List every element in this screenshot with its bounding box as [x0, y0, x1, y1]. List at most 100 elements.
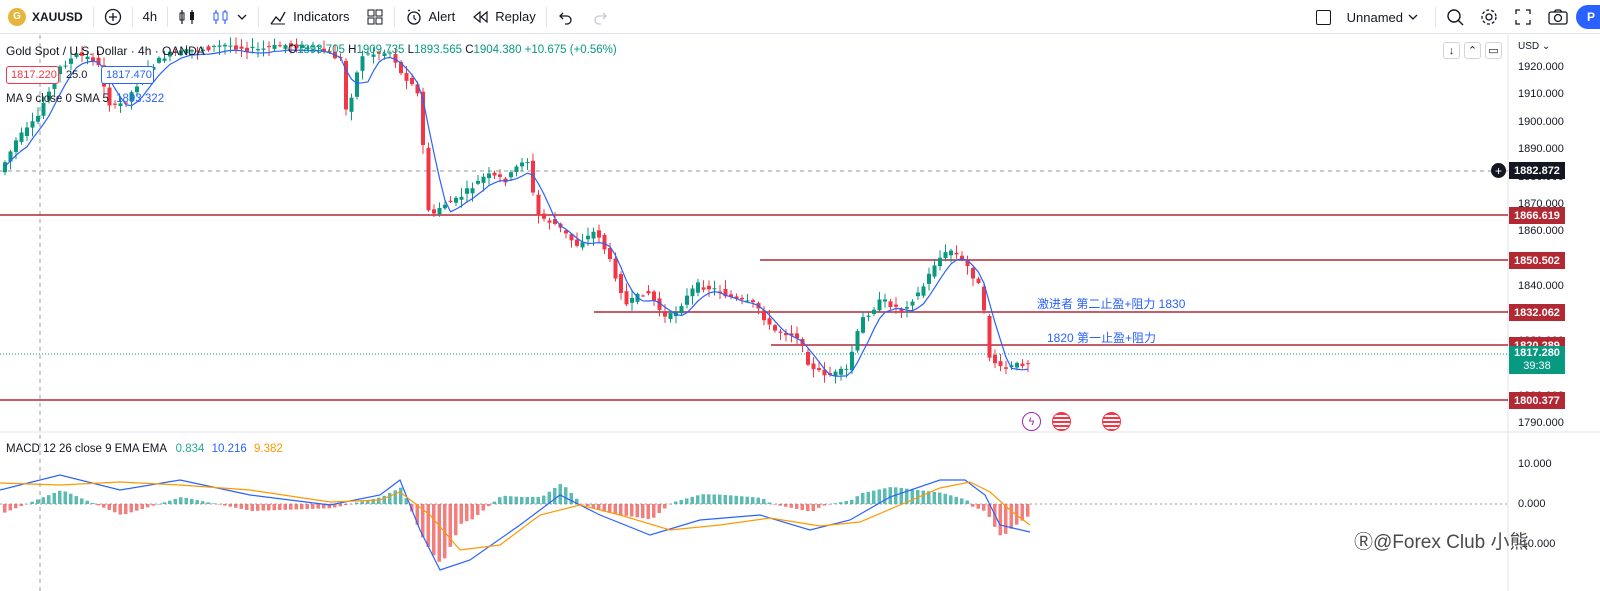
arrow-down-icon[interactable]: ↓	[1443, 42, 1460, 59]
templates-button[interactable]	[358, 0, 392, 34]
currency-label[interactable]: USD ⌄	[1518, 41, 1551, 52]
macd-histogram-bar	[949, 495, 953, 504]
candle-body	[910, 301, 915, 306]
macd-histogram-bar	[976, 504, 980, 509]
maximize-icon[interactable]: ▭	[1485, 42, 1502, 59]
macd-histogram-bar	[734, 495, 738, 504]
replay-button[interactable]: Replay	[463, 0, 543, 34]
chevron-down-icon[interactable]	[1407, 11, 1419, 23]
sma-legend[interactable]: MA 9 close 0 SMA 5 1893.322	[6, 93, 164, 105]
candle-body	[454, 197, 458, 203]
compare-button[interactable]	[96, 0, 130, 34]
candle-body	[767, 318, 772, 325]
add-alert-plus-icon[interactable]: +	[1491, 163, 1506, 178]
last-price: 1817.280	[1514, 347, 1560, 359]
undo-button[interactable]	[549, 0, 583, 34]
macd-histogram-bar	[811, 504, 815, 511]
candle-body	[762, 310, 766, 321]
macd-histogram-bar	[877, 489, 881, 504]
price-chart[interactable]	[0, 35, 1600, 591]
candle-body	[712, 288, 717, 290]
candle-body	[905, 307, 909, 309]
macd-histogram-bar	[745, 496, 749, 504]
price-tag[interactable]: 1866.619	[1509, 207, 1565, 224]
alert-button[interactable]: Alert	[397, 0, 464, 34]
bar-style-button[interactable]	[170, 0, 204, 34]
candle-body	[745, 300, 750, 302]
macd-histogram-bar	[69, 493, 73, 504]
candle-body	[487, 173, 491, 179]
macd-histogram-bar	[36, 499, 40, 504]
candle-body	[531, 160, 535, 193]
candle-body	[630, 297, 634, 303]
candle-body	[740, 297, 744, 300]
redo-button[interactable]	[583, 0, 617, 34]
macd-histogram-bar	[162, 502, 166, 504]
sell-button[interactable]: 1817.220	[6, 66, 59, 84]
layout-checkbox[interactable]	[1315, 9, 1331, 25]
macd-histogram-bar	[564, 487, 568, 504]
close-key: C	[465, 44, 474, 56]
price-tag[interactable]: 1850.502	[1509, 252, 1565, 269]
interval-button[interactable]: 4h	[142, 9, 158, 24]
macd-histogram-bar	[300, 504, 304, 510]
collapse-icon[interactable]: ⌃	[1464, 42, 1481, 59]
candle-body	[393, 54, 398, 63]
currency-text: USD	[1518, 41, 1540, 52]
plus-circle-icon	[104, 8, 121, 25]
price-tag[interactable]: 1832.062	[1509, 304, 1565, 321]
snapshot-button[interactable]	[1540, 0, 1576, 34]
annotation-1820[interactable]: 1820 第一止盈+阻力	[1047, 331, 1157, 345]
sma-label: MA 9 close 0 SMA 5	[6, 93, 109, 105]
macd-histogram-bar	[619, 504, 623, 515]
candle-body	[619, 274, 623, 294]
us-flag-event-icon[interactable]	[1052, 412, 1071, 431]
candle-body	[8, 151, 13, 162]
candle-body	[421, 91, 425, 146]
chart-type-button[interactable]	[204, 0, 256, 34]
publish-button[interactable]: P	[1576, 5, 1600, 29]
macd-legend[interactable]: MACD 12 26 close 9 EMA EMA 0.834 10.216 …	[6, 443, 283, 455]
macd-histogram-bar	[652, 504, 656, 518]
macd-histogram-bar	[641, 504, 645, 519]
candle-body	[861, 317, 865, 333]
price-tag[interactable]: 1882.872	[1509, 162, 1565, 179]
candle-body	[751, 300, 755, 303]
search-button[interactable]	[1438, 0, 1472, 34]
macd-label: MACD 12 26 close 9 EMA EMA	[6, 443, 167, 455]
macd-histogram-bar	[30, 501, 34, 504]
layout-name[interactable]: Unnamed	[1346, 9, 1403, 25]
indicators-icon	[270, 11, 286, 24]
settings-button[interactable]	[1472, 0, 1506, 34]
indicators-button[interactable]: Indicators	[261, 0, 357, 34]
macd-histogram-bar	[701, 494, 705, 504]
symbol-search[interactable]: G XAUUSD	[0, 0, 91, 34]
search-icon	[1447, 9, 1464, 26]
candle-body	[520, 162, 524, 167]
buy-button[interactable]: 1817.470	[101, 66, 154, 84]
candle-body	[157, 57, 161, 63]
price-tag[interactable]: 1817.280 39:38	[1509, 346, 1565, 374]
macd-histogram-bar	[41, 497, 45, 504]
candle-body	[91, 57, 95, 62]
lightning-event-icon[interactable]: ϟ	[1022, 412, 1041, 431]
fullscreen-button[interactable]	[1506, 0, 1540, 34]
candle-body	[866, 315, 871, 317]
macd-histogram-bar	[806, 504, 810, 512]
candle-body	[399, 61, 403, 74]
macd-histogram-bar	[795, 504, 799, 509]
macd-histogram-bar	[905, 488, 909, 504]
price-tag[interactable]: 1800.377	[1509, 392, 1565, 409]
macd-histogram-bar	[371, 498, 375, 504]
macd-histogram-bar	[850, 499, 854, 504]
annotation-1830[interactable]: 激进者 第二止盈+阻力 1830	[1037, 297, 1186, 311]
macd-histogram-bar	[261, 504, 265, 511]
macd-histogram-bar	[151, 504, 155, 506]
macd-histogram-bar	[822, 504, 826, 506]
macd-histogram-bar	[778, 504, 782, 506]
macd-histogram-bar	[366, 500, 370, 504]
macd-histogram-bar	[140, 504, 144, 509]
macd-histogram-bar	[305, 504, 309, 510]
macd-histogram-bar	[102, 504, 106, 508]
us-flag-event-icon[interactable]	[1102, 412, 1121, 431]
